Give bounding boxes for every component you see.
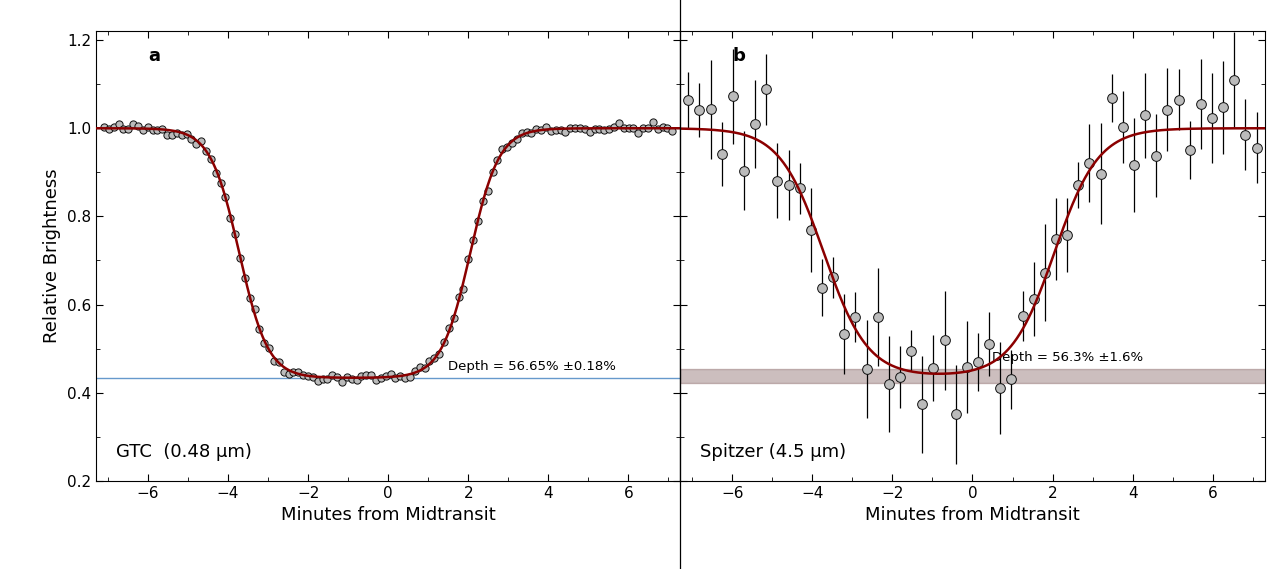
Text: Depth = 56.3% ±1.6%: Depth = 56.3% ±1.6%	[992, 351, 1143, 364]
X-axis label: Minutes from Midtransit: Minutes from Midtransit	[865, 506, 1080, 524]
Text: Spitzer (4.5 μm): Spitzer (4.5 μm)	[700, 443, 846, 461]
Text: a: a	[148, 47, 160, 65]
Text: GTC  (0.48 μm): GTC (0.48 μm)	[116, 443, 252, 461]
X-axis label: Minutes from Midtransit: Minutes from Midtransit	[280, 506, 495, 524]
Text: Depth = 56.65% ±0.18%: Depth = 56.65% ±0.18%	[448, 360, 616, 373]
Y-axis label: Relative Brightness: Relative Brightness	[44, 169, 61, 343]
Bar	[681, 369, 1265, 384]
Text: b: b	[733, 47, 746, 65]
